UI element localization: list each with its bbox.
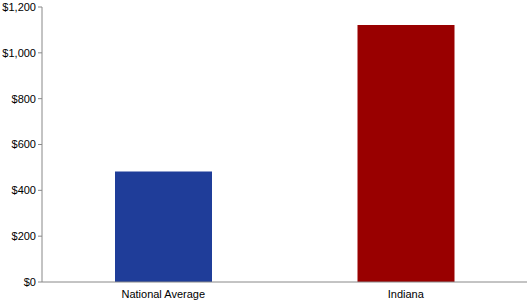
svg-text:$1,000: $1,000 [8, 47, 36, 59]
svg-text:$1,200: $1,200 [8, 1, 36, 13]
svg-text:$600: $600 [12, 138, 36, 150]
svg-text:National Average: National Average [121, 288, 205, 300]
svg-text:$800: $800 [12, 93, 36, 105]
svg-text:$200: $200 [12, 230, 36, 242]
svg-text:$0: $0 [24, 276, 36, 288]
svg-text:Indiana: Indiana [388, 288, 425, 300]
svg-text:$400: $400 [12, 184, 36, 196]
